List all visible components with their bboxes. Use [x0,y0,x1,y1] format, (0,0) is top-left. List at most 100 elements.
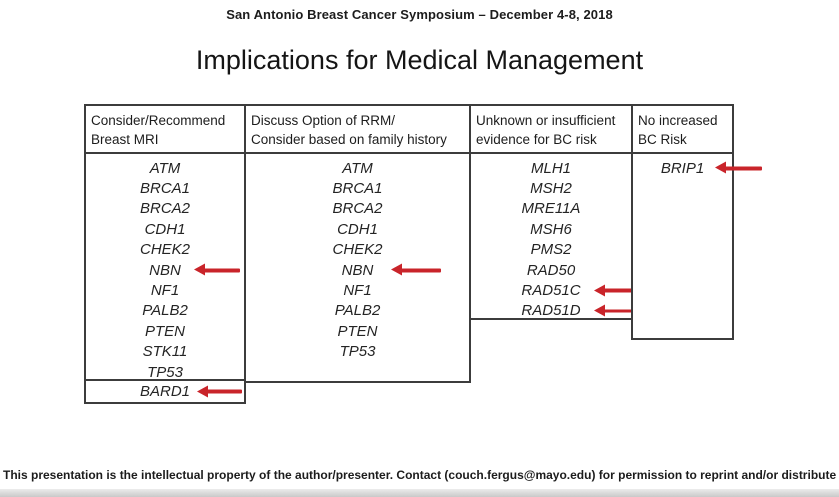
gene-row: NF1 [246,280,469,300]
arrow-shaft [603,288,643,293]
gene-label: RAD51C [521,282,581,300]
gene-row: CDH1 [86,219,244,239]
gene-label: NF1 [150,282,180,300]
footer-copyright: This presentation is the intellectual pr… [3,468,837,482]
arrow-shaft [603,309,643,313]
gene-label: PMS2 [530,241,572,259]
arrow-head [197,385,208,397]
gene-row: MSH6 [471,219,631,239]
gene-label: BRIP1 [660,159,705,177]
gene-row: PTEN [246,321,469,341]
column-breast-mri: Consider/Recommend Breast MRI ATM BRCA1 … [84,104,246,383]
arrow-head [391,263,402,276]
gene-list-no-increased-risk: BRIP1 [633,154,762,178]
column-header-unknown-evidence: Unknown or insufficient evidence for BC … [471,106,631,154]
gene-row: BRIP1 [633,158,762,178]
arrow-head [715,161,726,174]
gene-label: ATM [342,159,373,177]
gene-row: CDH1 [246,219,469,239]
gene-row: MRE11A [471,199,631,219]
gene-label: MSH6 [530,220,572,238]
gene-label: BRCA1 [332,180,383,198]
header-line: Consider/Recommend [91,113,226,128]
left-arrow-icon [594,304,643,317]
column-header-rrm: Discuss Option of RRM/ Consider based on… [246,106,469,154]
gene-row: BARD1 [86,381,244,402]
bard1-box: BARD1 [84,379,246,404]
bottom-bar [0,489,839,497]
header-line: Consider based on family history [251,132,447,147]
gene-label: PTEN [337,322,378,340]
conference-header: San Antonio Breast Cancer Symposium – De… [226,7,613,22]
gene-label: NBN [341,261,374,279]
gene-label: MRE11A [521,200,581,218]
gene-label: BRCA2 [139,200,191,218]
gene-row: ATM [86,158,244,178]
gene-row: ATM [246,158,469,178]
column-unknown-evidence: Unknown or insufficient evidence for BC … [469,104,643,321]
arrow-shaft [400,268,441,273]
page-title: Implications for Medical Management [195,45,644,75]
column-header-no-increased-risk: No increased BC Risk [633,106,732,154]
gene-label: MLH1 [530,159,571,177]
gene-label: CDH1 [337,220,378,238]
gene-label: TP53 [339,343,376,361]
gene-row: TP53 [246,342,469,362]
gene-row: BRCA1 [246,178,469,198]
gene-label: TP53 [147,363,183,381]
gene-label: NBN [149,261,181,279]
gene-label: BRCA2 [332,200,383,218]
gene-row: MLH1 [471,158,631,178]
gene-label: STK11 [142,343,188,361]
gene-label: RAD50 [526,261,576,279]
left-arrow-icon [594,284,643,297]
gene-row: NF1 [86,280,244,300]
left-arrow-icon [391,263,441,277]
gene-row: RAD51C [471,280,643,300]
arrow-head [594,284,605,297]
gene-label: RAD51D [521,302,581,320]
gene-row: NBN [86,260,244,280]
gene-row: BRCA2 [246,199,469,219]
gene-label: NF1 [343,282,372,300]
header-line: Discuss Option of RRM/ [251,113,396,128]
gene-row: CHEK2 [86,240,244,260]
gene-label: PALB2 [142,302,188,320]
left-arrow-icon [197,385,242,398]
column-rrm: Discuss Option of RRM/ Consider based on… [244,104,471,383]
arrow-shaft [206,389,242,394]
header-line: Breast MRI [91,132,159,147]
gene-row: PALB2 [86,301,244,321]
gene-row: CHEK2 [246,240,469,260]
gene-row: RAD50 [471,260,631,280]
gene-label: MSH2 [530,180,572,198]
arrow-shaft [724,166,762,171]
gene-label: BRCA1 [139,180,191,198]
gene-label: BARD1 [139,383,191,400]
gene-label: ATM [149,159,181,177]
gene-label: CHEK2 [332,241,383,259]
left-arrow-icon [715,161,762,175]
gene-row: MSH2 [471,178,631,198]
arrow-shaft [203,268,240,273]
column-header-breast-mri: Consider/Recommend Breast MRI [86,106,244,154]
gene-row: STK11 [86,342,244,362]
column-no-increased-risk: No increased BC Risk BRIP1 [631,104,762,340]
gene-row: RAD51D [471,301,643,321]
gene-list-breast-mri: ATM BRCA1 BRCA2 CDH1 CHEK2 NBN NF1 PALB2… [86,154,244,382]
arrow-head [194,263,205,276]
gene-list-rrm: ATM BRCA1 BRCA2 CDH1 CHEK2 NBN NF1 PALB2… [246,154,469,362]
gene-row: BRCA1 [86,178,244,198]
gene-row: PTEN [86,321,244,341]
gene-row: BRCA2 [86,199,244,219]
header-line: evidence for BC risk [476,132,597,147]
gene-row: PMS2 [471,240,631,260]
gene-label: CHEK2 [139,241,191,259]
gene-row: TP53 [86,362,244,382]
gene-label: PTEN [144,322,185,340]
gene-label: PALB2 [334,302,381,320]
arrow-head [594,304,605,317]
header-line: No increased [638,113,718,128]
left-arrow-icon [194,263,240,277]
